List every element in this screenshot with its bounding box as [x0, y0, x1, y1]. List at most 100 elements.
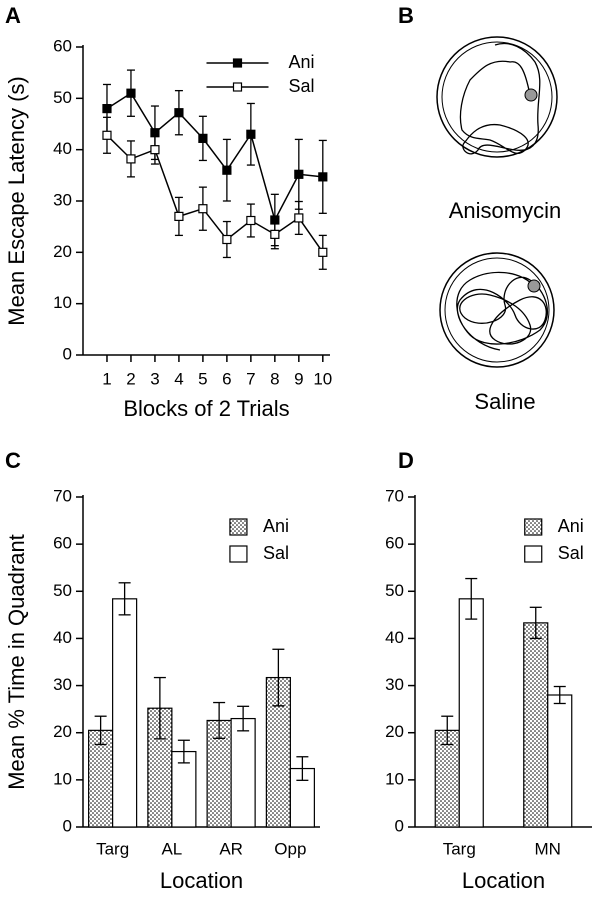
y-tick-label: 60 [385, 534, 404, 553]
marker [126, 154, 136, 164]
y-tick-label: 20 [53, 242, 72, 261]
pool [439, 252, 555, 368]
y-tick-label: 30 [385, 675, 404, 694]
panel-letter: B [398, 3, 414, 28]
legend-label: Sal [558, 543, 584, 563]
bar [88, 729, 114, 828]
marker [150, 145, 160, 155]
x-tick-label: 10 [313, 369, 332, 388]
x-tick-label: 9 [294, 369, 303, 388]
x-tick-label: 7 [246, 369, 255, 388]
x-tick-label: 6 [222, 369, 231, 388]
y-tick-label: 50 [53, 581, 72, 600]
y-tick-label: 70 [53, 486, 72, 505]
marker [222, 234, 232, 245]
y-tick-label: 40 [385, 628, 404, 647]
bar [458, 598, 484, 828]
marker [222, 165, 232, 175]
legend-swatch [524, 545, 543, 563]
y-tick-label: 10 [53, 293, 72, 312]
marker [318, 172, 328, 182]
caption: Anisomycin [449, 198, 561, 223]
bar [230, 717, 256, 828]
pool-rim [444, 257, 550, 363]
x-axis-label: Blocks of 2 Trials [123, 396, 289, 421]
panel-letter: D [398, 448, 414, 473]
y-axis-label: Mean Escape Latency (s) [4, 76, 29, 325]
x-tick-label: Targ [443, 839, 476, 858]
swim-path [456, 271, 549, 351]
marker [102, 103, 112, 114]
x-tick-label: 5 [198, 369, 207, 388]
x-tick-label: Targ [96, 839, 129, 858]
panel-b: B Anisomycin Saline [398, 3, 561, 414]
y-tick-label: 20 [385, 722, 404, 741]
platform [527, 279, 541, 293]
legend-swatch [229, 518, 248, 536]
platform [524, 88, 538, 102]
x-axis-label: Location [160, 868, 243, 893]
y-tick-label: 0 [63, 816, 72, 835]
legend-label: Sal [263, 543, 289, 563]
bar [547, 694, 573, 828]
pool [436, 36, 558, 158]
legend-label: Ani [558, 516, 584, 536]
legend-marker [232, 58, 243, 68]
marker [174, 108, 184, 118]
marker [294, 213, 304, 223]
y-tick-label: 40 [53, 139, 72, 158]
x-tick-label: MN [535, 839, 561, 858]
bar [434, 729, 460, 828]
x-tick-label: 4 [174, 369, 183, 388]
y-tick-label: 60 [53, 36, 72, 55]
y-tick-label: 60 [53, 534, 72, 553]
panel-letter: A [5, 3, 21, 28]
y-tick-label: 20 [53, 722, 72, 741]
bar [112, 598, 138, 828]
marker [126, 88, 136, 98]
y-tick-label: 0 [63, 344, 72, 363]
marker [198, 133, 208, 143]
caption: Saline [474, 389, 535, 414]
marker [246, 129, 256, 139]
legend-swatch [229, 545, 248, 563]
y-tick-label: 50 [385, 581, 404, 600]
x-tick-label: 3 [150, 369, 159, 388]
swim-path [459, 42, 541, 155]
y-tick-label: 40 [53, 628, 72, 647]
pool-rim [441, 41, 553, 153]
marker [294, 169, 304, 179]
panel-letter: C [5, 448, 21, 473]
y-axis-label: Mean % Time in Quadrant [4, 534, 29, 790]
y-tick-label: 30 [53, 190, 72, 209]
y-tick-label: 10 [53, 769, 72, 788]
legend-label: Ani [289, 52, 315, 72]
x-tick-label: Opp [274, 839, 306, 858]
x-axis-label: Location [462, 868, 545, 893]
y-tick-label: 50 [53, 88, 72, 107]
x-tick-label: 8 [270, 369, 279, 388]
legend-marker [232, 82, 243, 92]
y-tick-label: 70 [385, 486, 404, 505]
x-tick-label: AR [219, 839, 243, 858]
bar [523, 622, 549, 828]
marker [270, 229, 280, 239]
marker [102, 130, 112, 140]
marker [246, 215, 256, 226]
y-tick-label: 30 [53, 675, 72, 694]
y-tick-label: 0 [395, 816, 404, 835]
x-tick-label: AL [161, 839, 182, 858]
legend-label: Sal [289, 76, 315, 96]
marker [198, 204, 208, 214]
legend-swatch [524, 518, 543, 536]
legend-label: Ani [263, 516, 289, 536]
line [106, 92, 323, 223]
marker [318, 247, 328, 257]
x-tick-label: 2 [126, 369, 135, 388]
y-tick-label: 10 [385, 769, 404, 788]
line [106, 134, 324, 253]
bar [171, 750, 197, 828]
x-tick-label: 1 [102, 369, 111, 388]
marker [174, 211, 184, 221]
